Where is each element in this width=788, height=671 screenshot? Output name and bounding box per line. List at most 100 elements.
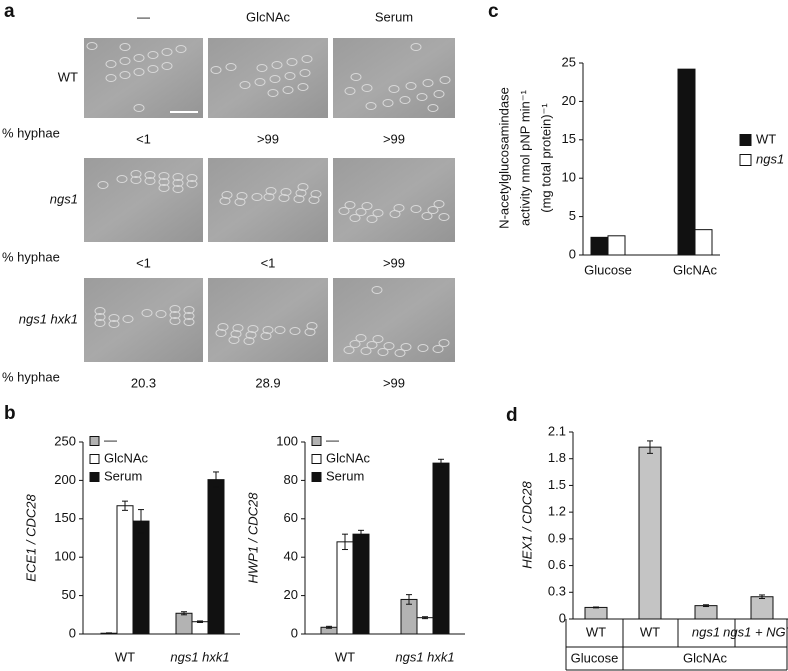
hyphae-value: >99 [383, 255, 405, 270]
cell [130, 176, 142, 184]
bar [416, 617, 434, 635]
cell [274, 326, 286, 334]
cell [355, 334, 367, 342]
y-axis-label: activity nmol pNP min⁻¹ [517, 89, 532, 226]
cell [388, 85, 400, 93]
cell [175, 45, 187, 53]
cell [228, 336, 240, 344]
group-label: Glucose [571, 650, 619, 665]
cell [366, 215, 378, 223]
legend-label: Serum [326, 468, 364, 483]
cell [349, 340, 361, 348]
cell [236, 192, 248, 200]
cell [232, 324, 244, 332]
y-tick-label: 0 [559, 610, 566, 625]
cell [262, 326, 274, 334]
cell [169, 305, 181, 313]
cell [119, 43, 131, 51]
cell [400, 343, 412, 351]
error-bar [181, 611, 187, 616]
cell [169, 317, 181, 325]
bar [207, 479, 225, 635]
bar [116, 505, 134, 635]
cell [284, 72, 296, 80]
cell [210, 66, 222, 74]
error-bar [106, 632, 112, 635]
error-bar [438, 458, 444, 468]
cell [116, 175, 128, 183]
cell [94, 319, 106, 327]
cell [382, 99, 394, 107]
cell [439, 76, 451, 84]
cell [361, 202, 373, 210]
cell [344, 201, 356, 209]
bar [432, 462, 450, 635]
cell [186, 180, 198, 188]
y-tick-label: 1.5 [548, 477, 566, 492]
error-bar [138, 509, 144, 534]
y-tick-label: 1.2 [548, 504, 566, 519]
y-tick-label: 250 [54, 433, 76, 448]
cell [432, 345, 444, 353]
group-label: GlcNAc [683, 650, 728, 665]
cell [355, 208, 367, 216]
legend-swatch [89, 436, 100, 446]
cell [183, 318, 195, 326]
cell [343, 346, 355, 354]
cell [144, 177, 156, 185]
micrograph [208, 278, 328, 362]
cell [133, 54, 145, 62]
column-header: — [137, 9, 150, 24]
cell [349, 214, 361, 222]
legend-label: WT [756, 131, 776, 146]
bar [677, 68, 696, 256]
cell [158, 184, 170, 192]
cell [245, 331, 257, 339]
cell [122, 315, 134, 323]
bar [175, 612, 193, 635]
error-bar [326, 625, 332, 629]
cell [365, 102, 377, 110]
cell [280, 188, 292, 196]
legend-label: — [326, 432, 339, 447]
legend-label: ngs1 [756, 151, 784, 166]
y-tick-label: 20 [284, 587, 298, 602]
cell [371, 286, 383, 294]
error-bar [197, 620, 203, 623]
y-tick-label: 0 [291, 625, 298, 640]
cell [301, 55, 313, 63]
cell [133, 68, 145, 76]
y-tick-label: 0 [569, 246, 576, 261]
y-axis-label: HWP1 / CDC28 [245, 492, 260, 584]
y-tick-label: 40 [284, 549, 298, 564]
cell [119, 57, 131, 65]
cell [344, 87, 356, 95]
cell [144, 171, 156, 179]
cell [372, 335, 384, 343]
cell [108, 314, 120, 322]
y-tick-label: 150 [54, 510, 76, 525]
y-axis-label: ECE1 / CDC28 [23, 494, 38, 582]
cell [172, 185, 184, 193]
cell [161, 62, 173, 70]
cell [293, 195, 305, 203]
bar [191, 621, 209, 635]
bar [694, 229, 713, 256]
y-tick-label: 100 [276, 433, 298, 448]
cell [278, 194, 290, 202]
cell [308, 196, 320, 204]
cell [108, 320, 120, 328]
cell [158, 178, 170, 186]
cell [141, 309, 153, 317]
hyphae-value: 20.3 [131, 375, 156, 390]
y-tick-label: 10 [562, 170, 576, 185]
micrograph [84, 278, 203, 362]
cell [172, 173, 184, 181]
cell [427, 104, 439, 112]
cell [183, 306, 195, 314]
cell [161, 48, 173, 56]
panel-letter: a [4, 1, 15, 22]
cell [94, 307, 106, 315]
y-tick-label: 5 [569, 208, 576, 223]
